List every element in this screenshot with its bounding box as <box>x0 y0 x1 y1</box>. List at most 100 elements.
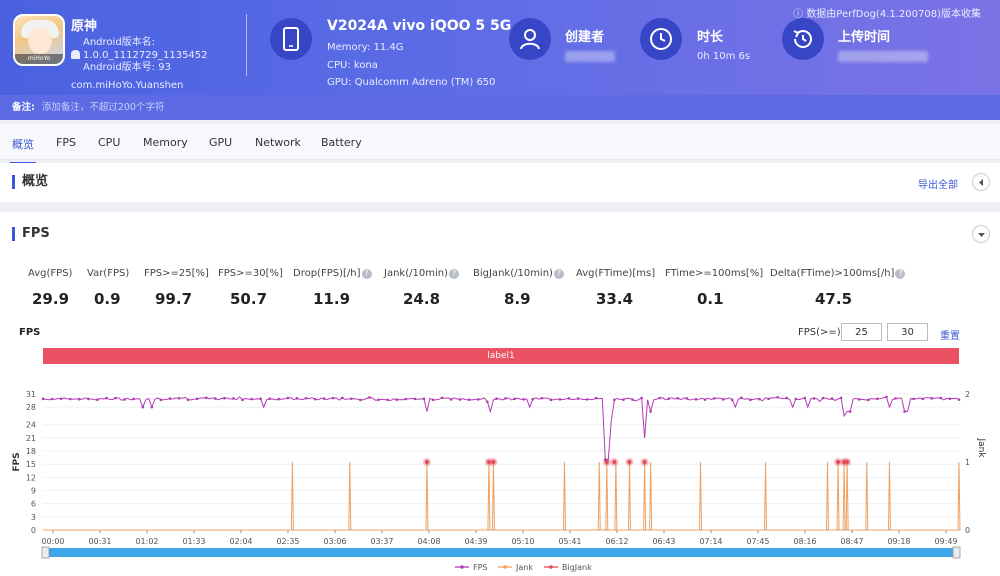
fps-point <box>885 395 888 399</box>
fps-section-title: FPS <box>12 227 50 241</box>
x-tick-label: 09:18 <box>887 537 910 546</box>
x-tick-label: 02:35 <box>276 537 299 546</box>
tab-cpu[interactable]: CPU <box>98 136 121 149</box>
help-icon[interactable]: ? <box>448 269 459 279</box>
device-title-text: V2024A vivo iQOO 5 5G <box>327 18 512 34</box>
app-version-value: 1.0.0_1112729_1135452 <box>71 49 208 63</box>
upload-title: 上传时间 <box>838 30 891 45</box>
fps-point <box>277 397 281 401</box>
fps-point <box>649 410 652 413</box>
tab-gpu[interactable]: GPU <box>209 136 233 149</box>
x-tick-label: 06:12 <box>605 537 628 546</box>
fps-collapse-button[interactable] <box>972 225 990 243</box>
stat-value: 47.5 <box>815 290 853 308</box>
y-tick-label: 6 <box>31 500 36 509</box>
legend-label[interactable]: FPS <box>473 563 488 572</box>
fps-point <box>857 398 861 401</box>
header-divider <box>246 14 247 76</box>
app-meta: Android版本名: 1.0.0_1112729_1135452 Androi… <box>71 37 208 75</box>
help-icon[interactable]: ? <box>361 269 372 279</box>
label-band: label1 <box>43 348 959 364</box>
y2-tick-label: 1 <box>965 458 970 467</box>
y-tick-label: 12 <box>26 473 36 482</box>
x-tick-label: 04:08 <box>417 537 440 546</box>
overview-collapse-button[interactable] <box>972 173 990 191</box>
fps-point <box>50 397 54 401</box>
tab-battery[interactable]: Battery <box>321 136 362 149</box>
x-tick-label: 08:16 <box>793 537 816 546</box>
fps-point <box>195 397 199 401</box>
x-tick-label: 01:02 <box>135 537 158 546</box>
fps-threshold-input-2[interactable] <box>887 323 928 341</box>
fps-point <box>848 410 852 413</box>
bigjank-point <box>845 460 850 464</box>
legend-label[interactable]: BigJank <box>562 563 592 572</box>
fps-point <box>576 397 580 400</box>
fps-point <box>486 400 489 404</box>
tab-fps[interactable]: FPS <box>56 136 76 149</box>
note-input[interactable]: 添加备注，不超过200个字符 <box>41 102 165 113</box>
fps-point <box>413 397 417 401</box>
stat-label-text: FTime>=100ms[%] <box>665 268 764 279</box>
fps-point <box>204 396 208 400</box>
stat-label: FPS>=25[%] <box>144 268 209 279</box>
bigjank-point <box>491 460 496 464</box>
stat-label-text: FPS>=25[%] <box>144 268 209 279</box>
tab-memory[interactable]: Memory <box>143 136 188 149</box>
jank-series-line <box>43 461 961 531</box>
note-bar[interactable]: 备注: 添加备注，不超过200个字符 <box>0 95 1000 120</box>
x-tick-label: 01:33 <box>182 537 205 546</box>
fps-point <box>622 398 625 401</box>
creator-value-redacted <box>565 51 615 62</box>
help-icon[interactable]: ? <box>553 269 564 279</box>
bigjank-point <box>842 460 847 464</box>
fps-point <box>921 397 925 401</box>
y-tick-label: 31 <box>26 390 36 399</box>
bigjank-point <box>612 460 617 464</box>
fps-point <box>141 405 145 409</box>
x-tick-label: 08:47 <box>840 537 863 546</box>
legend-label[interactable]: Jank <box>515 563 533 572</box>
fps-point <box>159 398 163 402</box>
reset-button[interactable]: 重置 <box>940 331 960 342</box>
fps-point <box>712 397 716 400</box>
chart-title: FPS <box>19 327 41 338</box>
fps-point <box>295 397 299 400</box>
duration-title: 时长 <box>697 30 724 45</box>
range-handle-right[interactable] <box>952 546 961 559</box>
fps-point <box>703 398 707 401</box>
stat-value: 50.7 <box>230 290 268 308</box>
tab-overview[interactable]: 概览 <box>10 138 36 164</box>
stat-label: BigJank(/10min)? <box>473 268 564 279</box>
fps-point <box>676 396 680 400</box>
fps-point <box>386 398 389 402</box>
fps-point <box>930 397 934 400</box>
fps-point <box>168 397 172 400</box>
stat-label: Jank(/10min)? <box>384 268 459 279</box>
stat-label-text: Drop(FPS)[/h] <box>293 268 361 279</box>
legend-marker <box>503 565 507 569</box>
note-label: 备注: <box>12 102 35 113</box>
export-all-link[interactable]: 导出全部 <box>918 180 958 191</box>
fps-point <box>495 397 498 400</box>
range-handle-left[interactable] <box>41 546 50 559</box>
upload-value-redacted <box>838 51 928 62</box>
x-tick-label: 04:39 <box>464 537 487 546</box>
overview-title: 概览 <box>12 175 48 189</box>
fps-threshold-input-1[interactable] <box>841 323 882 341</box>
fps-point <box>767 397 770 401</box>
fps-point <box>77 397 81 401</box>
bigjank-point <box>424 460 429 464</box>
help-icon[interactable]: ? <box>895 269 906 279</box>
stat-value: 0.1 <box>697 290 724 308</box>
tab-network[interactable]: Network <box>255 136 301 149</box>
fps-point <box>368 396 371 399</box>
fps-point <box>477 398 480 401</box>
app-package: com.miHoYo.Yuanshen <box>71 80 184 91</box>
range-slider[interactable] <box>43 548 959 557</box>
x-tick-label: 02:04 <box>229 537 252 546</box>
y-tick-label: 9 <box>31 487 36 496</box>
fps-point <box>59 397 63 401</box>
fps-point <box>214 397 217 400</box>
fps-point <box>667 397 671 400</box>
